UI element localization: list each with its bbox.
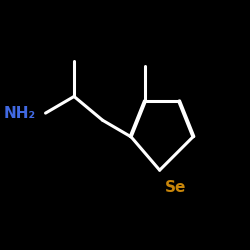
Text: Se: Se: [164, 180, 186, 195]
Text: NH₂: NH₂: [4, 106, 36, 120]
